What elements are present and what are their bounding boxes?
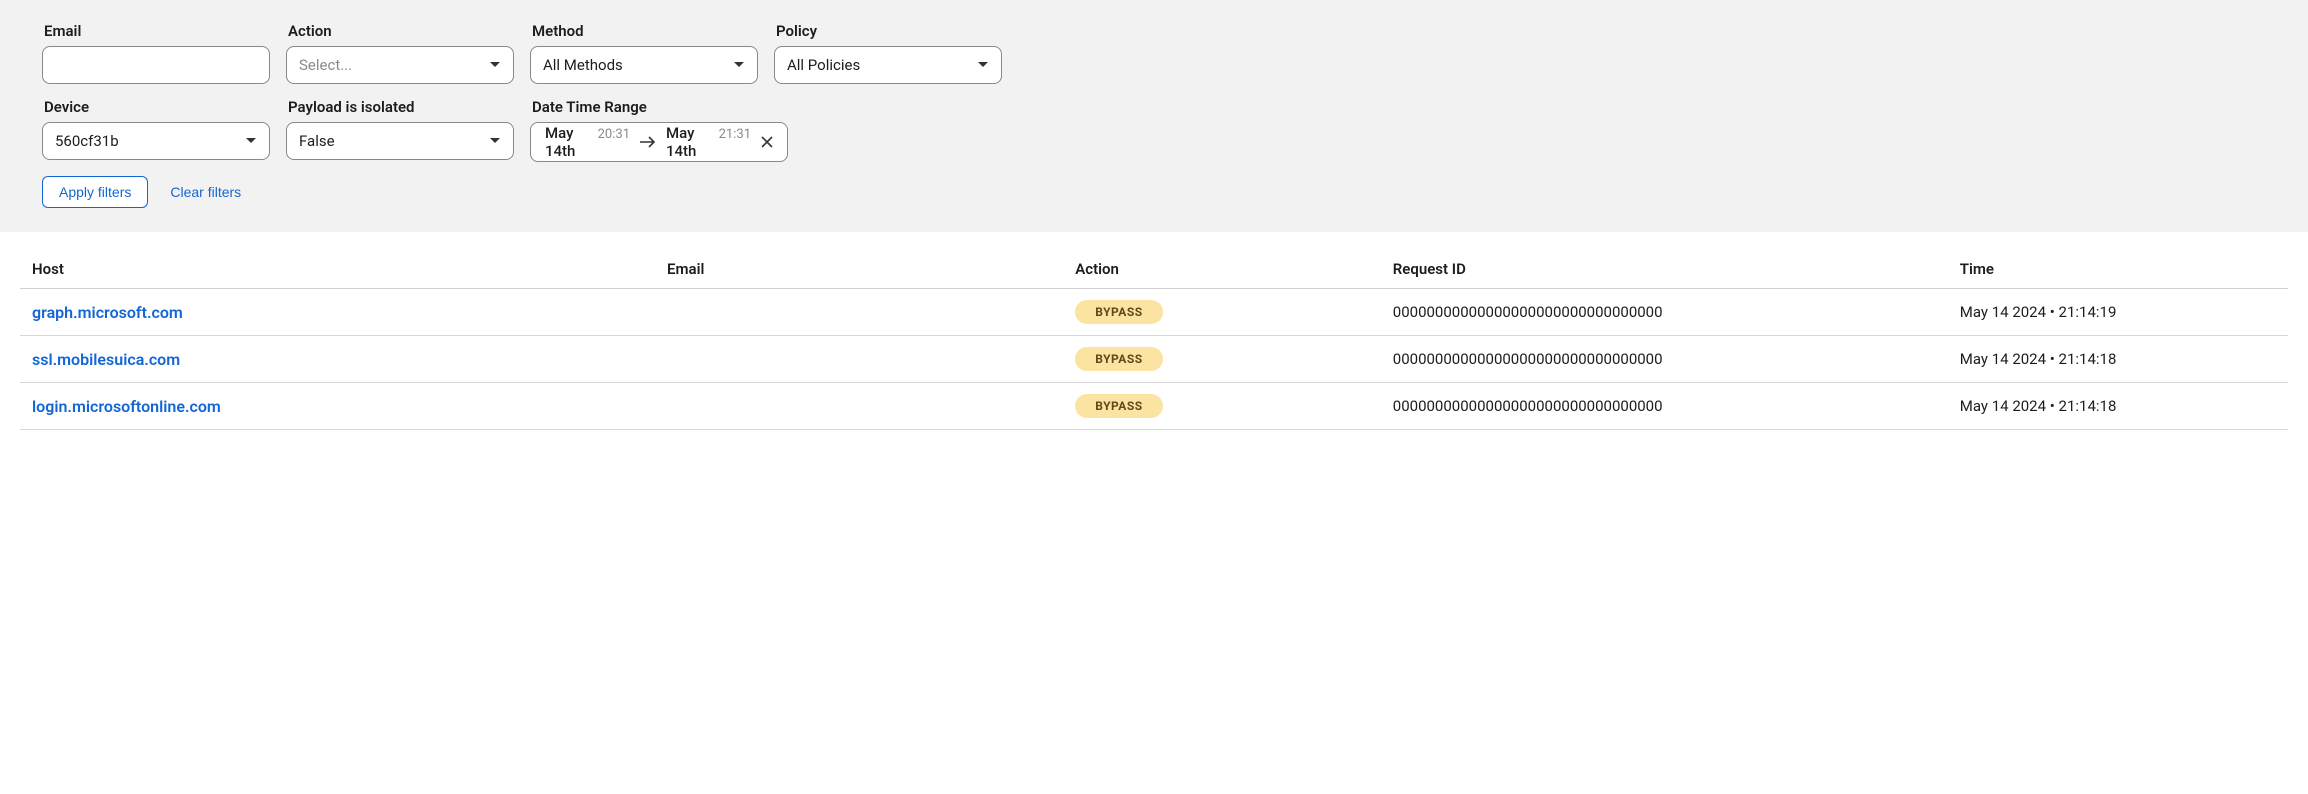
action-select[interactable]: Select...: [286, 46, 514, 84]
clear-filters-button[interactable]: Clear filters: [170, 184, 241, 200]
daterange-to-time: 21:31: [719, 127, 751, 142]
cell-host: graph.microsoft.com: [20, 289, 655, 336]
device-label: Device: [42, 98, 270, 116]
th-host[interactable]: Host: [20, 250, 655, 289]
table-body: graph.microsoft.com BYPASS 0000000000000…: [20, 289, 2288, 430]
cell-time: May 14 2024 • 21:14:18: [1948, 336, 2288, 383]
filter-panel: Email Action Select... Method All Method…: [0, 0, 2308, 232]
filter-group-payload: Payload is isolated False: [286, 98, 514, 162]
cell-action: BYPASS: [1063, 336, 1381, 383]
chevron-down-icon: [489, 61, 501, 69]
table-row[interactable]: graph.microsoft.com BYPASS 0000000000000…: [20, 289, 2288, 336]
daterange-to: May 14th 21:31: [666, 124, 751, 160]
device-value: 560cf31b: [55, 132, 119, 150]
table-row[interactable]: ssl.mobilesuica.com BYPASS 0000000000000…: [20, 336, 2288, 383]
filter-group-method: Method All Methods: [530, 22, 758, 84]
filter-group-email: Email: [42, 22, 270, 84]
host-link[interactable]: ssl.mobilesuica.com: [32, 350, 180, 369]
arrow-right-icon: [640, 136, 656, 148]
table-header-row: Host Email Action Request ID Time: [20, 250, 2288, 289]
table-row[interactable]: login.microsoftonline.com BYPASS 0000000…: [20, 383, 2288, 430]
cell-host: ssl.mobilesuica.com: [20, 336, 655, 383]
chevron-down-icon: [489, 137, 501, 145]
th-email[interactable]: Email: [655, 250, 1063, 289]
daterange-from-date: May 14th: [545, 124, 592, 160]
payload-value: False: [299, 132, 335, 150]
action-badge: BYPASS: [1075, 300, 1162, 324]
filter-group-policy: Policy All Policies: [774, 22, 1002, 84]
close-icon[interactable]: [761, 136, 773, 148]
email-input[interactable]: [42, 46, 270, 84]
host-link[interactable]: graph.microsoft.com: [32, 303, 183, 322]
filter-group-action: Action Select...: [286, 22, 514, 84]
method-value: All Methods: [543, 56, 623, 74]
host-link[interactable]: login.microsoftonline.com: [32, 397, 221, 416]
filter-row-1: Email Action Select... Method All Method…: [42, 22, 2266, 84]
daterange-from: May 14th 20:31: [545, 124, 630, 160]
cell-email: [655, 336, 1063, 383]
cell-email: [655, 289, 1063, 336]
chevron-down-icon: [733, 61, 745, 69]
filter-group-daterange: Date Time Range May 14th 20:31 May 14th …: [530, 98, 788, 162]
action-label: Action: [286, 22, 514, 40]
payload-select[interactable]: False: [286, 122, 514, 160]
th-action[interactable]: Action: [1063, 250, 1381, 289]
filter-actions: Apply filters Clear filters: [42, 176, 2266, 208]
daterange-label: Date Time Range: [530, 98, 788, 116]
th-time[interactable]: Time: [1948, 250, 2288, 289]
daterange-from-time: 20:31: [598, 127, 630, 142]
th-requestid[interactable]: Request ID: [1381, 250, 1948, 289]
daterange-to-date: May 14th: [666, 124, 713, 160]
policy-select[interactable]: All Policies: [774, 46, 1002, 84]
filter-group-device: Device 560cf31b: [42, 98, 270, 162]
device-select[interactable]: 560cf31b: [42, 122, 270, 160]
action-placeholder: Select...: [299, 56, 352, 74]
cell-action: BYPASS: [1063, 383, 1381, 430]
cell-requestid: 00000000000000000000000000000000: [1381, 383, 1948, 430]
cell-time: May 14 2024 • 21:14:19: [1948, 289, 2288, 336]
results-table-wrap: Host Email Action Request ID Time graph.…: [0, 232, 2308, 430]
chevron-down-icon: [977, 61, 989, 69]
method-label: Method: [530, 22, 758, 40]
chevron-down-icon: [245, 137, 257, 145]
cell-action: BYPASS: [1063, 289, 1381, 336]
filter-row-2: Device 560cf31b Payload is isolated Fals…: [42, 98, 2266, 162]
apply-filters-button[interactable]: Apply filters: [42, 176, 148, 208]
cell-requestid: 00000000000000000000000000000000: [1381, 289, 1948, 336]
action-badge: BYPASS: [1075, 394, 1162, 418]
results-table: Host Email Action Request ID Time graph.…: [20, 250, 2288, 430]
action-badge: BYPASS: [1075, 347, 1162, 371]
cell-time: May 14 2024 • 21:14:18: [1948, 383, 2288, 430]
email-label: Email: [42, 22, 270, 40]
cell-host: login.microsoftonline.com: [20, 383, 655, 430]
policy-value: All Policies: [787, 56, 860, 74]
daterange-picker[interactable]: May 14th 20:31 May 14th 21:31: [530, 122, 788, 162]
cell-email: [655, 383, 1063, 430]
payload-label: Payload is isolated: [286, 98, 514, 116]
policy-label: Policy: [774, 22, 1002, 40]
cell-requestid: 00000000000000000000000000000000: [1381, 336, 1948, 383]
method-select[interactable]: All Methods: [530, 46, 758, 84]
